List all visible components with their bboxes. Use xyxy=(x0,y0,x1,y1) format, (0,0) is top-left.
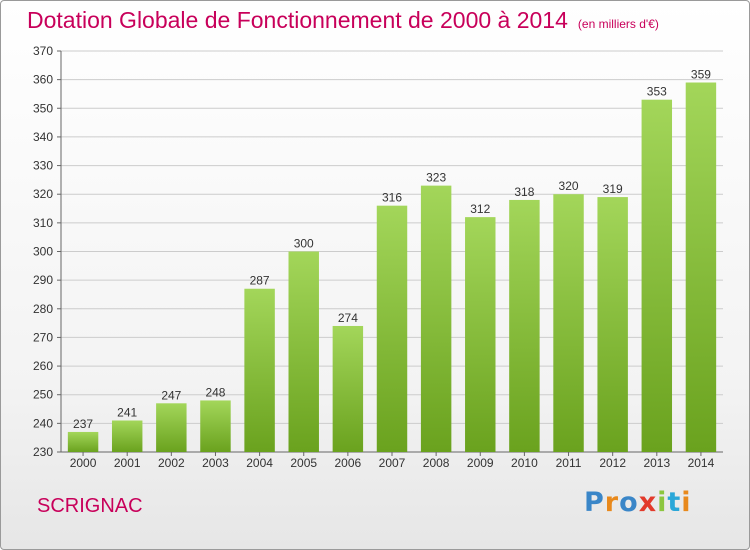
bar-value-label: 318 xyxy=(514,185,534,199)
y-tick-label: 240 xyxy=(33,416,53,430)
bar-value-label: 241 xyxy=(117,405,137,419)
logo-letter: i xyxy=(657,487,668,518)
y-tick-label: 280 xyxy=(33,302,53,316)
bar-value-label: 247 xyxy=(161,388,181,402)
x-tick-label: 2006 xyxy=(335,456,362,470)
commune-name: SCRIGNAC xyxy=(37,495,143,517)
bar xyxy=(244,288,275,452)
bar-value-label: 353 xyxy=(647,85,667,99)
chart-subtitle: (en milliers d'€) xyxy=(577,17,659,31)
bar-value-label: 237 xyxy=(73,417,93,431)
x-tick-label: 2002 xyxy=(158,456,185,470)
y-tick-label: 260 xyxy=(33,359,53,373)
proxiti-logo: Proxiti xyxy=(584,487,692,518)
x-tick-label: 2007 xyxy=(379,456,406,470)
x-tick-label: 2012 xyxy=(599,456,626,470)
y-tick-label: 300 xyxy=(33,245,53,259)
chart-title: Dotation Globale de Fonctionnement de 20… xyxy=(27,7,659,34)
y-tick-label: 290 xyxy=(33,273,53,287)
chart-title-text: Dotation Globale de Fonctionnement de 20… xyxy=(27,7,568,33)
bar xyxy=(200,400,231,452)
bar xyxy=(685,82,717,452)
x-tick-label: 2014 xyxy=(688,456,715,470)
y-tick-label: 250 xyxy=(33,388,53,402)
bar-value-label: 316 xyxy=(382,191,402,205)
logo-letter: r xyxy=(604,487,620,518)
bar xyxy=(332,325,364,452)
logo-letter: P xyxy=(584,487,605,518)
x-tick-label: 2013 xyxy=(643,456,670,470)
bar xyxy=(465,217,496,452)
y-tick-label: 230 xyxy=(33,445,53,459)
x-tick-label: 2009 xyxy=(467,456,494,470)
x-tick-label: 2005 xyxy=(290,456,317,470)
y-tick-label: 320 xyxy=(33,187,53,201)
bar-value-label: 359 xyxy=(691,68,711,82)
bar-value-label: 274 xyxy=(338,311,358,325)
bar xyxy=(597,197,628,452)
logo-letter: i xyxy=(681,487,692,518)
y-tick-label: 270 xyxy=(33,330,53,344)
bar xyxy=(288,251,319,452)
x-tick-label: 2008 xyxy=(423,456,450,470)
y-tick-label: 350 xyxy=(33,101,53,115)
bar xyxy=(67,431,99,452)
x-tick-label: 2011 xyxy=(556,456,582,470)
bar-value-label: 312 xyxy=(470,202,490,216)
logo-letter: o xyxy=(619,487,639,518)
y-tick-label: 370 xyxy=(33,44,53,58)
y-tick-label: 330 xyxy=(33,159,53,173)
bar xyxy=(111,420,143,452)
bar xyxy=(156,403,187,452)
y-tick-label: 310 xyxy=(33,216,53,230)
x-tick-label: 2003 xyxy=(202,456,229,470)
logo-letter: t xyxy=(667,487,682,518)
x-tick-label: 2004 xyxy=(246,456,273,470)
bar xyxy=(420,185,452,452)
bar xyxy=(376,205,408,452)
bar xyxy=(509,199,540,452)
y-tick-label: 360 xyxy=(33,73,53,87)
x-tick-label: 2010 xyxy=(511,456,538,470)
bar-value-label: 320 xyxy=(559,179,579,193)
bar-value-label: 287 xyxy=(250,274,270,288)
bar-value-label: 323 xyxy=(426,171,446,185)
bar-value-label: 248 xyxy=(205,385,225,399)
logo-letter: x xyxy=(638,487,658,518)
bar xyxy=(641,99,673,452)
bar-value-label: 300 xyxy=(294,237,314,251)
x-tick-label: 2001 xyxy=(114,456,141,470)
bar xyxy=(553,194,584,452)
y-tick-label: 340 xyxy=(33,130,53,144)
bar-value-label: 319 xyxy=(603,182,623,196)
x-tick-label: 2000 xyxy=(70,456,97,470)
